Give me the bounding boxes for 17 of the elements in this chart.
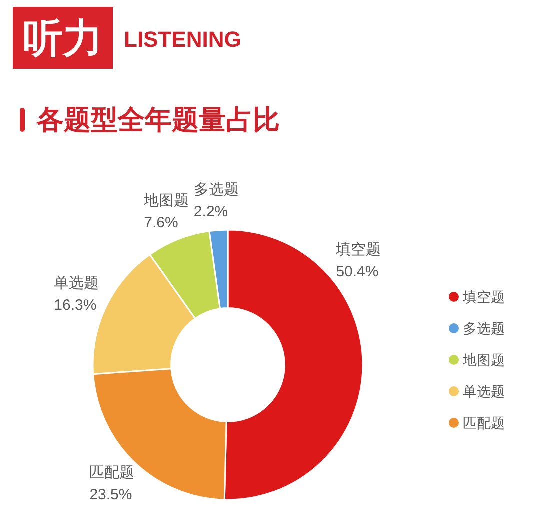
data-label: 23.5%: [90, 486, 132, 504]
slice-label: 匹配题: [90, 464, 135, 482]
slice-label: 填空题: [335, 242, 382, 259]
data-label: 2.2%: [194, 203, 228, 220]
legend-label: 多选题: [463, 320, 505, 336]
slice-label: 多选题: [194, 181, 239, 198]
legend-label: 匹配题: [463, 415, 505, 431]
data-label: 7.6%: [144, 214, 178, 232]
legend-label: 地图题: [462, 352, 505, 368]
chart-subtitle: 各题型全年题量占比: [36, 105, 280, 135]
slice-label: 地图题: [143, 192, 190, 210]
slice-label: 单选题: [54, 274, 100, 292]
data-label: 50.4%: [336, 264, 379, 281]
data-label: 16.3%: [54, 296, 97, 314]
legend-label: 填空题: [462, 289, 505, 305]
legend-label: 单选题: [463, 384, 505, 400]
chart-title: 听力 LISTENING: [23, 17, 242, 61]
